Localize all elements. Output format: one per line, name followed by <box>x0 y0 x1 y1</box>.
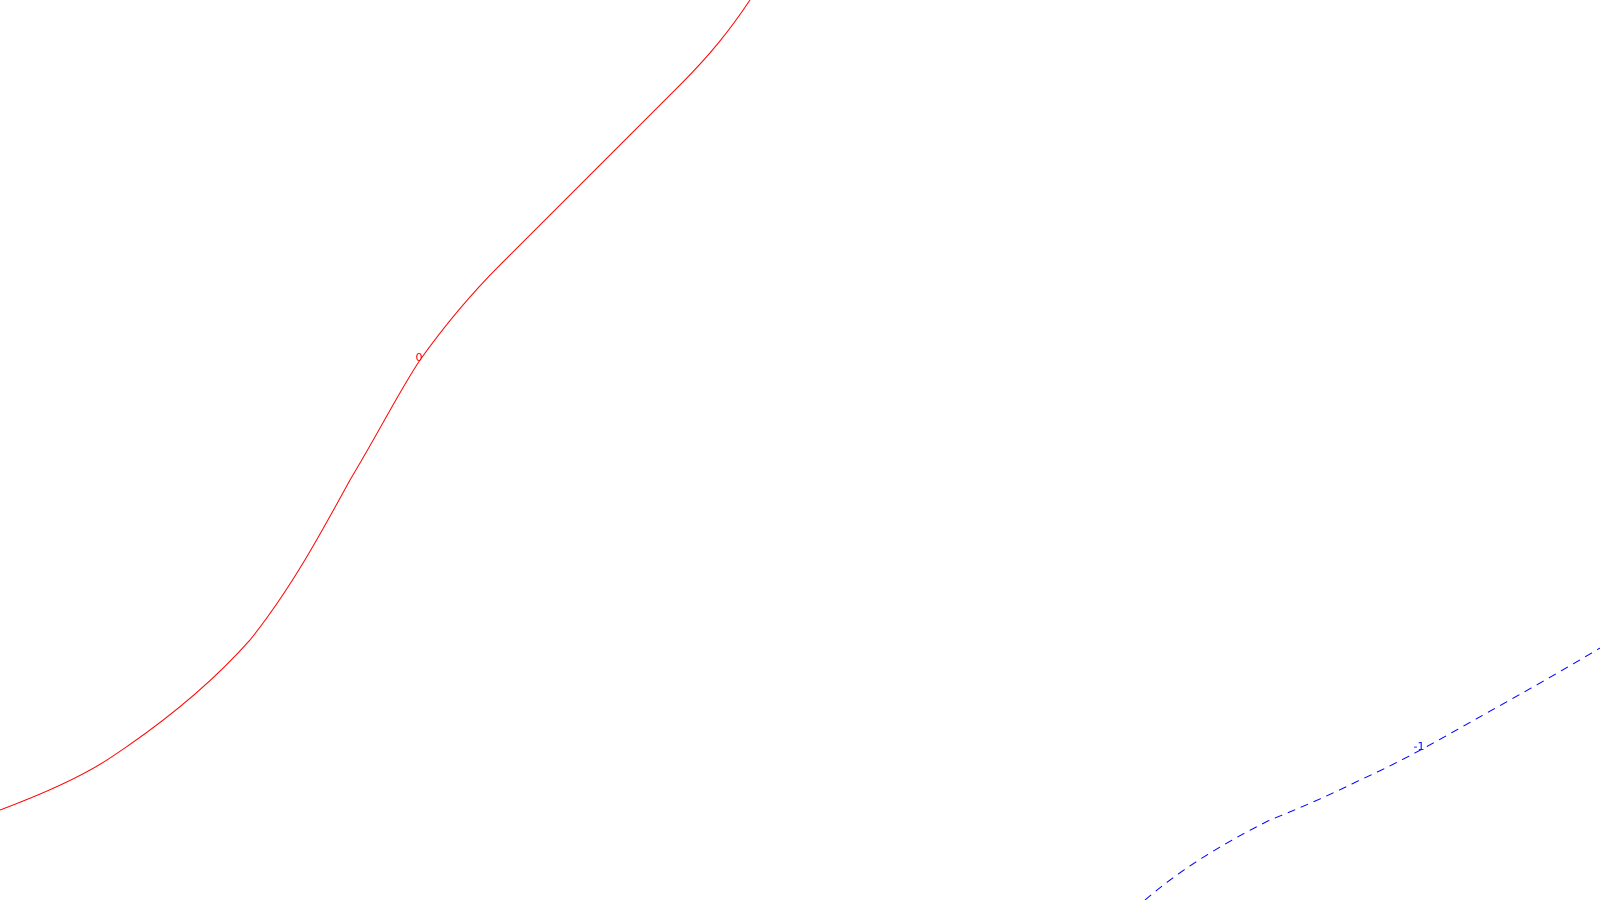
contour-line-level-neg1 <box>1144 647 1600 900</box>
contour-line-level-0 <box>0 0 751 811</box>
contour-label-0: 0 <box>416 351 423 364</box>
contour-label-neg1: -1 <box>1414 740 1425 753</box>
